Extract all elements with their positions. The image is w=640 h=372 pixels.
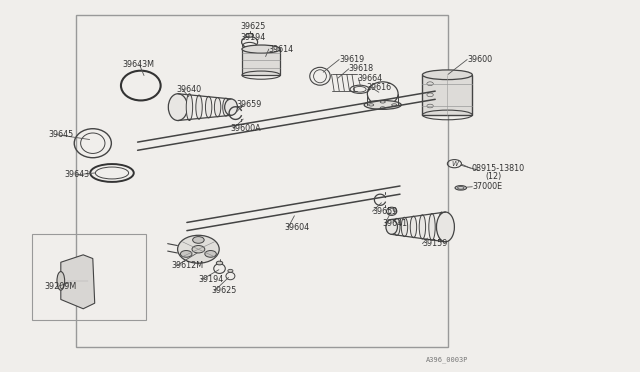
Ellipse shape [193,237,204,243]
Text: 39194: 39194 [240,33,266,42]
Ellipse shape [57,272,65,290]
Ellipse shape [205,96,212,118]
Text: 39619: 39619 [339,55,364,64]
Ellipse shape [419,215,426,239]
Text: 39159: 39159 [422,239,448,248]
Polygon shape [61,255,95,309]
Ellipse shape [223,98,229,116]
Text: 39645: 39645 [48,130,73,139]
Ellipse shape [455,186,467,190]
Ellipse shape [225,99,237,115]
Text: 39209M: 39209M [45,282,77,291]
Text: 39659: 39659 [237,100,262,109]
Text: 39614: 39614 [269,45,294,54]
Ellipse shape [246,33,253,37]
Text: (12): (12) [485,172,501,181]
Text: W: W [451,161,458,167]
Ellipse shape [422,70,472,80]
Text: 39640: 39640 [176,85,201,94]
Ellipse shape [214,97,221,117]
Text: 39612M: 39612M [172,262,204,270]
Text: 39618: 39618 [349,64,374,73]
Ellipse shape [242,45,280,53]
Ellipse shape [438,212,445,242]
Ellipse shape [205,251,216,257]
Text: 39664: 39664 [357,74,382,83]
Bar [76,15,448,347]
Ellipse shape [401,217,408,237]
Text: 39643M: 39643M [123,60,155,69]
Ellipse shape [180,251,192,257]
Text: 37000E: 37000E [472,182,502,191]
Ellipse shape [436,212,454,242]
Bar [242,49,280,75]
Ellipse shape [228,269,233,272]
Text: 39659: 39659 [372,207,398,216]
Text: 39604: 39604 [285,223,310,232]
Ellipse shape [410,216,417,238]
Text: 39600A: 39600A [230,124,261,133]
Ellipse shape [186,94,193,121]
Text: 39643: 39643 [64,170,89,179]
Ellipse shape [364,100,401,109]
Ellipse shape [192,246,205,253]
Ellipse shape [216,261,223,265]
Ellipse shape [168,94,188,121]
Ellipse shape [178,235,220,263]
Text: A396_0003P: A396_0003P [426,356,468,363]
Text: 39641: 39641 [383,219,408,228]
Text: 39600: 39600 [467,55,492,64]
Bar [422,75,472,115]
Text: 39625: 39625 [211,286,237,295]
Ellipse shape [429,214,435,240]
Text: 08915-13810: 08915-13810 [471,164,524,173]
Ellipse shape [196,95,202,119]
Text: 39625: 39625 [240,22,266,31]
Ellipse shape [386,219,397,234]
Text: 39616: 39616 [366,83,391,92]
Text: 39194: 39194 [198,275,223,284]
Bar [32,234,146,320]
Ellipse shape [394,218,400,235]
